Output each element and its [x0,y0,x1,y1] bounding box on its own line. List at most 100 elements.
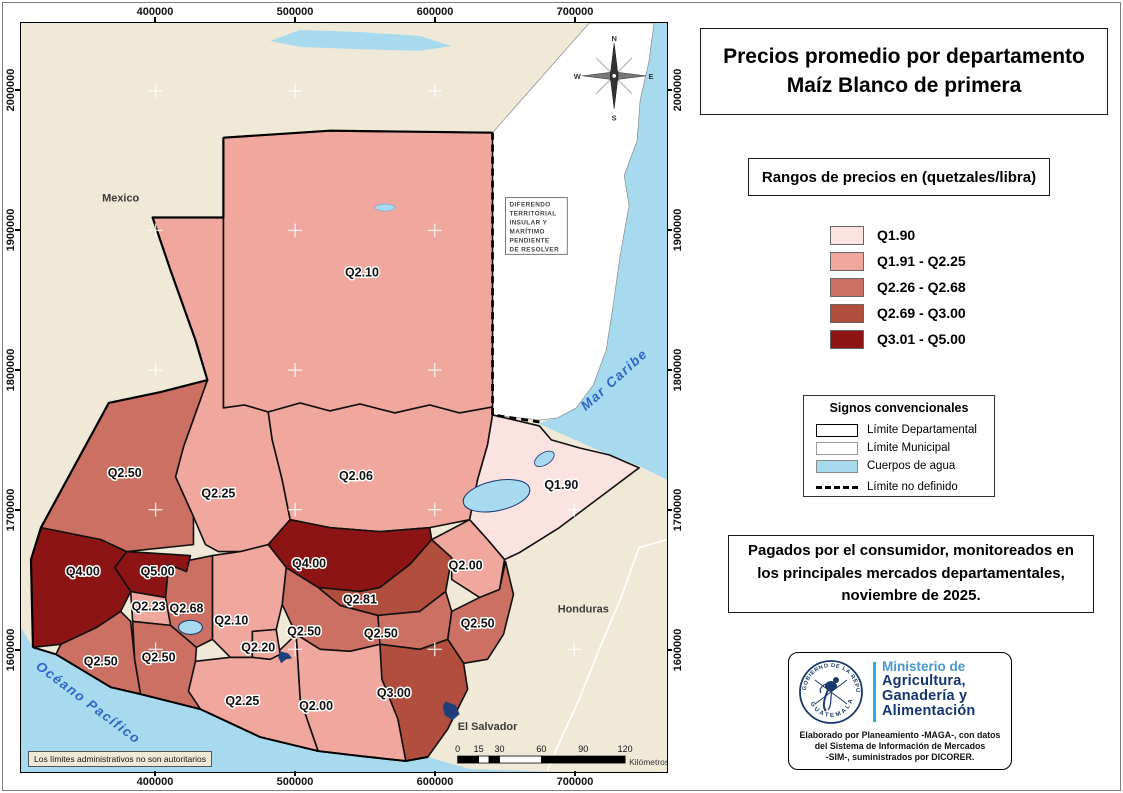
country-label: Honduras [558,603,609,615]
axis-tick-mark [294,771,296,776]
axis-tick-label-bottom: 700000 [556,776,594,788]
axis-tick-label-right: 1900000 [672,208,684,252]
grid-crosses [148,83,582,657]
price-label: Q5.00 [141,565,175,579]
scale-bar: 0 15 30 60 90 120 Kilómetros [455,744,667,767]
axis-tick-mark [294,17,296,22]
price-label: Q2.50 [84,654,118,668]
lake-izabal [462,478,531,513]
country-label: Mexico [102,193,139,205]
axis-tick-mark [15,229,20,231]
maga-logo-box: GOBIERNO DE LA REPÚBLICA GUATEMALA Minis… [788,652,1012,770]
undefined-limit-dashed-line [491,132,540,424]
map-title-line2: Maíz Blanco de primera [786,73,1022,97]
legend-title: Rangos de precios en (quetzales/libra) [761,168,1037,186]
price-label: Q2.68 [170,601,204,615]
price-label: Q3.00 [377,686,411,700]
axis-tick-mark [667,649,672,651]
axis-tick-mark [667,509,672,511]
axis-tick-label-right: 1800000 [672,348,684,392]
legend-row-water: Cuerpos de agua [804,457,994,475]
departments-layer [30,129,640,762]
logo-accent-bar [873,662,876,722]
price-labels: Q2.10 Q2.25 Q2.50 Q2.06 Q1.90 Q4.00 Q2.81 Q2.00… [64,264,580,715]
diferendo-box: DIFERENDO TERRITORIAL INSULAR Y MARÍTIMO PEN… [505,197,568,255]
legend-item: Q1.91 - Q2.25 [830,248,966,274]
price-label: Q2.50 [142,650,176,664]
country-label: El Salvador [458,721,518,733]
price-label: Q2.23 [132,599,166,613]
diferendo-text: DIFERENDO TERRITORIAL INSULAR Y MARÍTIMO PEN… [509,202,559,254]
legend-row-departmental: Límite Departamental [804,421,994,439]
price-label: Q2.25 [225,694,259,708]
price-label: Q4.00 [66,565,100,579]
axis-tick-mark [15,649,20,651]
mexico-border [29,129,493,648]
credit-line: Elaborado por Planeamiento -MAGA-, con d… [799,730,1001,740]
undefined-limit-label: Límite no definido [867,481,958,493]
svg-text:120: 120 [618,744,633,754]
belize-region [492,23,655,421]
pacific-ocean [21,627,560,772]
disclaimer-note: Los límites administrativos no son autor… [28,751,212,767]
axis-tick-label-bottom: 400000 [136,776,174,788]
water-bodies-swatch [816,459,858,473]
svg-text:15: 15 [474,744,484,754]
svg-text:0: 0 [455,744,460,754]
axis-tick-label-right: 1700000 [672,488,684,532]
conventional-signs-box: Signos convencionales Límite Departament… [803,395,995,497]
price-label: Q2.00 [299,699,333,713]
legend-range-label: Q1.91 - Q2.25 [877,253,966,269]
undefined-limit-swatch [816,485,858,489]
note-line: Pagados por el consumidor, monitoreados … [748,542,1074,560]
legend-title-box: Rangos de precios en (quetzales/libra) [748,158,1050,196]
price-label: Q2.06 [339,469,373,483]
country-labels: Mexico Honduras El Salvador [102,193,609,734]
lakes-layer [178,203,555,721]
legend-item: Q2.69 - Q3.00 [830,300,966,326]
axis-tick-mark [15,369,20,371]
axis-tick-label-bottom: 500000 [276,776,314,788]
note-box: Pagados por el consumidor, monitoreados … [728,535,1094,613]
axis-tick-label-right: 2000000 [672,68,684,112]
axis-tick-label-top: 400000 [136,6,174,18]
price-label: Q2.20 [241,640,275,654]
price-label: Q2.10 [345,265,379,279]
axis-tick-mark [15,509,20,511]
water-bodies-label: Cuerpos de agua [867,460,956,472]
legend-color-swatch [830,329,864,349]
price-label: Q2.50 [108,466,142,480]
axis-tick-mark [15,89,20,91]
note-line: noviembre de 2025. [841,587,981,605]
compass-s-label: S [612,114,617,123]
compass-w-label: W [574,72,582,81]
price-label: Q2.50 [287,624,321,638]
axis-tick-label-top: 500000 [276,6,314,18]
municipal-limit-label: Límite Municipal [867,442,951,454]
svg-text:30: 30 [495,744,505,754]
legend-color-swatch [830,303,864,323]
credit-line: -SIM-, suministrados por DICORER. [825,751,975,762]
axis-tick-mark [667,89,672,91]
department-region [211,543,287,659]
legend-range-label: Q1.90 [877,227,916,243]
axis-tick-mark [434,771,436,776]
map-title-line1: Precios promedio por departamento [723,45,1085,69]
department-region [131,620,202,710]
ministry-name: Ministerio de Agricultura, Ganadería y A… [882,659,975,719]
legend-item: Q3.01 - Q5.00 [830,326,966,352]
lake-peten-itza [374,203,396,212]
legend-color-swatch [830,225,864,245]
credit-line: del Sistema de Información de Mercados [814,740,986,751]
compass-n-label: N [611,34,616,43]
svg-text:GUATEMALA: GUATEMALA [809,697,855,720]
axis-tick-mark [154,17,156,22]
ministry-line: Ganadería y [882,688,968,705]
government-seal-icon: GOBIERNO DE LA REPÚBLICA GUATEMALA [797,658,863,724]
departmental-limit-label: Límite Departamental [867,424,977,436]
compass-e-label: E [649,72,654,81]
credit-text: Elaborado por Planeamiento -MAGA-, con d… [793,730,1007,763]
map-title-box: Precios promedio por departamento Maíz B… [700,28,1108,115]
legend-item: Q2.26 - Q2.68 [830,274,966,300]
honduras-elsalvador-border [546,538,667,772]
